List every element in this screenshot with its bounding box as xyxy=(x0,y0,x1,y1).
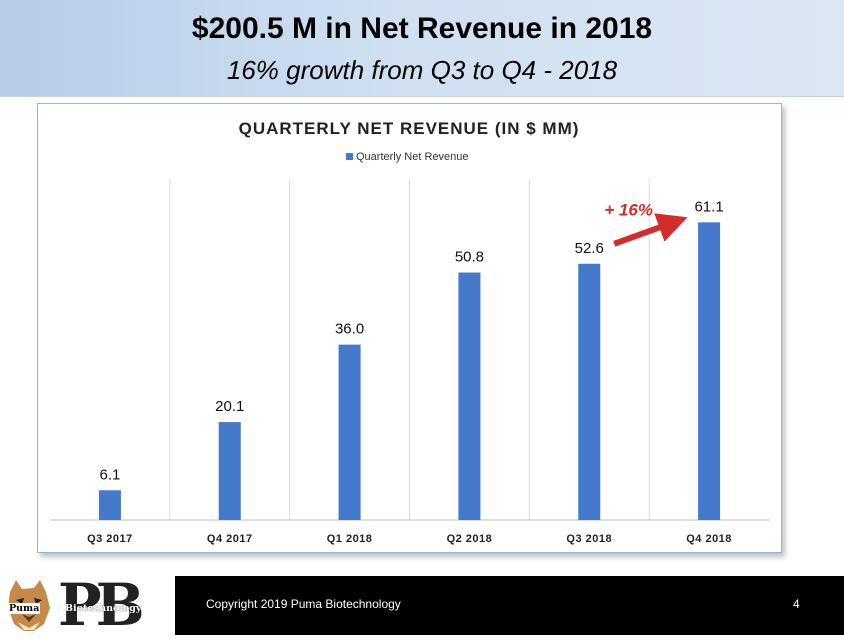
data-label: 52.6 xyxy=(575,240,604,257)
puma-biotechnology-logo: PB Puma Biotechnology xyxy=(0,571,175,639)
bar xyxy=(98,490,121,520)
bar xyxy=(218,422,241,520)
category-label: Q4 2018 xyxy=(686,533,732,545)
pb-monogram: PB xyxy=(58,571,145,639)
category-label: Q3 2017 xyxy=(87,533,133,545)
slide-header: $200.5 M in Net Revenue in 2018 16% grow… xyxy=(0,0,844,97)
page-number: 4 xyxy=(793,597,800,611)
data-label: 6.1 xyxy=(99,466,120,483)
data-label: 61.1 xyxy=(694,198,723,215)
logo-word-biotechnology: Biotechnology xyxy=(65,603,142,614)
bar xyxy=(338,344,361,520)
slide-subtitle: 16% growth from Q3 to Q4 - 2018 xyxy=(226,55,618,85)
slide-title: $200.5 M in Net Revenue in 2018 xyxy=(191,12,653,45)
growth-annotation: + 16% xyxy=(604,200,653,219)
growth-arrow xyxy=(613,213,688,247)
chart-title: QUARTERLY NET REVENUE (IN $ MM) xyxy=(239,119,580,138)
data-label: 36.0 xyxy=(335,321,364,338)
category-label: Q2 2018 xyxy=(447,533,493,545)
copyright-text: Copyright 2019 Puma Biotechnology xyxy=(206,597,401,611)
bar xyxy=(578,263,601,520)
legend-label: Quarterly Net Revenue xyxy=(356,151,469,163)
legend-swatch xyxy=(346,153,353,160)
data-label: 20.1 xyxy=(215,398,244,415)
category-label: Q3 2018 xyxy=(566,533,612,545)
plot-area: 6.1 Q3 2017 20.1 Q4 2017 36.0 Q1 2018 50.8 Q2 2… xyxy=(50,179,769,545)
category-label: Q4 2017 xyxy=(207,533,253,545)
bar xyxy=(698,222,721,520)
bar xyxy=(458,272,481,520)
data-label: 50.8 xyxy=(455,249,484,266)
bar-chart: QUARTERLY NET REVENUE (IN $ MM) Quarterl… xyxy=(50,119,769,545)
chart-panel: QUARTERLY NET REVENUE (IN $ MM) Quarterl… xyxy=(37,103,782,553)
category-label: Q1 2018 xyxy=(327,533,373,545)
logo-word-puma: Puma xyxy=(8,603,41,614)
